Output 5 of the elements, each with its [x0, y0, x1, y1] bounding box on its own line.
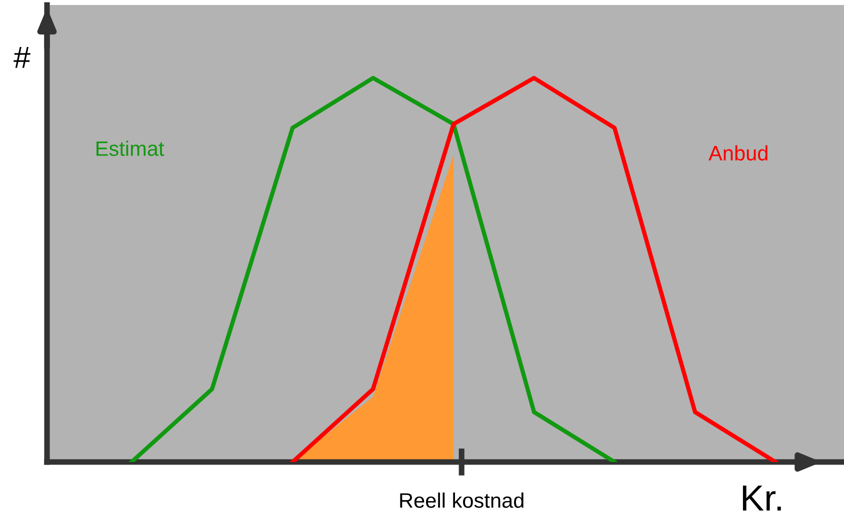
x-axis-title: Kr.: [742, 486, 781, 511]
text: Estimat: [96, 140, 164, 156]
text: Reell kostnad: [400, 492, 524, 508]
y-axis-title: #: [14, 47, 30, 68]
text: Anbud: [708, 145, 768, 161]
